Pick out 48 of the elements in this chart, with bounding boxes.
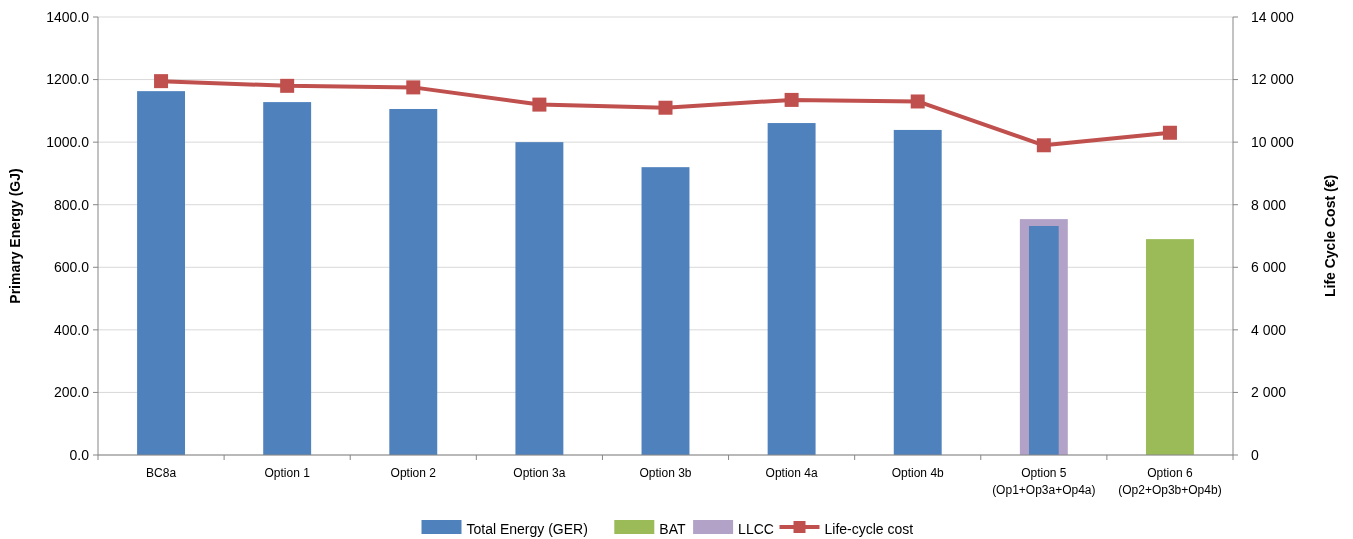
x-tick-label: Option 6 (Op2+Op3b+Op4b) — [1118, 466, 1222, 497]
legend-label: BAT — [659, 521, 686, 537]
point — [1036, 138, 1051, 153]
point — [784, 92, 799, 107]
y2-tick-label: 6 000 — [1251, 259, 1287, 276]
y2-tick-label: 10 000 — [1251, 134, 1295, 151]
point — [154, 74, 169, 89]
y2-tick-label: 0 — [1251, 446, 1259, 463]
y-tick-label: 200.0 — [53, 384, 90, 401]
y-tick-label: 1200.0 — [46, 71, 90, 88]
bar — [767, 123, 816, 455]
x-tick-label: Option 4b — [891, 466, 945, 480]
x-tick-label: Option 1 — [264, 466, 311, 480]
y-tick-label: 1400.0 — [46, 8, 90, 25]
y-tick-label: 1000.0 — [46, 134, 90, 151]
y2-tick-label: 4 000 — [1251, 321, 1287, 338]
x-tick-label: Option 4a — [765, 466, 818, 480]
y-tick-label: 800.0 — [53, 196, 90, 213]
point — [280, 78, 295, 93]
point — [532, 97, 547, 112]
y-tick-label: 0.0 — [69, 446, 90, 463]
y2-tick-label: 14 000 — [1251, 8, 1295, 25]
bar — [893, 129, 942, 455]
legend-label: LLCC — [738, 521, 774, 537]
y2-axis-title: Life Cycle Cost (€) — [1322, 174, 1338, 298]
y2-tick-label: 12 000 — [1251, 71, 1295, 88]
point — [1162, 125, 1177, 140]
bar — [263, 102, 312, 455]
point — [658, 100, 673, 115]
y-axis-title: Primary Energy (GJ) — [7, 168, 23, 304]
legend-label: Life-cycle cost — [824, 521, 914, 537]
point — [910, 94, 925, 109]
x-tick-label: Option 3a — [513, 466, 566, 480]
y2-tick-label: 2 000 — [1251, 384, 1287, 401]
x-tick-label: BC8a — [146, 466, 177, 480]
x-tick-label: Option 5 (Op1+Op3a+Op4a) — [992, 466, 1096, 497]
x-tick-label: Option 3b — [639, 466, 692, 480]
bar — [641, 167, 690, 455]
point — [406, 80, 421, 95]
bar — [1145, 239, 1194, 455]
y2-tick-label: 8 000 — [1251, 196, 1287, 213]
x-tick-label: Option 2 — [390, 466, 437, 480]
y-tick-label: 400.0 — [53, 321, 90, 338]
legend-label: Total Energy (GER) — [466, 521, 588, 537]
bar — [389, 108, 438, 455]
bar — [515, 142, 564, 455]
y-tick-label: 600.0 — [53, 259, 90, 276]
bar — [137, 91, 186, 455]
